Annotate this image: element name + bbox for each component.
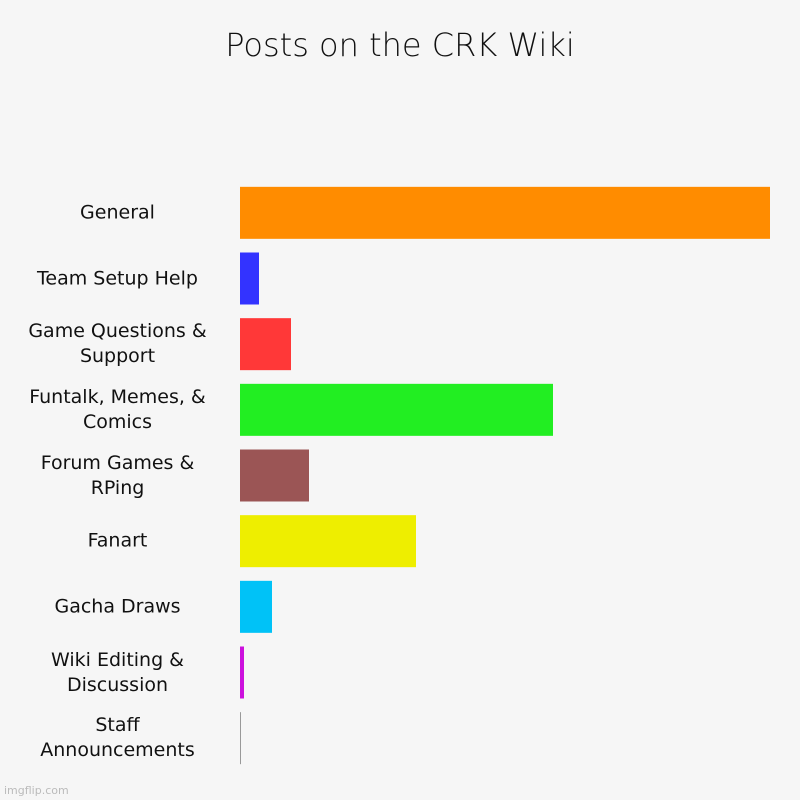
bar [240,515,416,568]
bar [240,646,244,699]
bar [240,449,309,502]
watermark: imgflip.com [4,784,69,797]
bar [240,252,259,305]
bar [240,383,553,436]
y-tick-label: Team Setup Help [37,267,198,289]
y-tick-label: Gacha Draws [54,595,181,618]
y-tick-label: Wiki Editing & Discussion [51,648,184,696]
y-tick-label: Funtalk, Memes, & Comics [29,385,206,433]
chart-title: Posts on the CRK Wiki [225,26,575,64]
y-tick-label: Game Questions & Support [28,320,207,368]
y-tick-label: General [80,201,155,224]
bar [240,580,272,633]
y-tick-label: Staff Announcements [40,714,195,762]
bar [240,186,770,239]
bar [240,712,241,765]
y-tick-label: Forum Games & RPing [40,451,195,499]
bar [240,318,291,371]
y-tick-label: Fanart [87,529,148,552]
